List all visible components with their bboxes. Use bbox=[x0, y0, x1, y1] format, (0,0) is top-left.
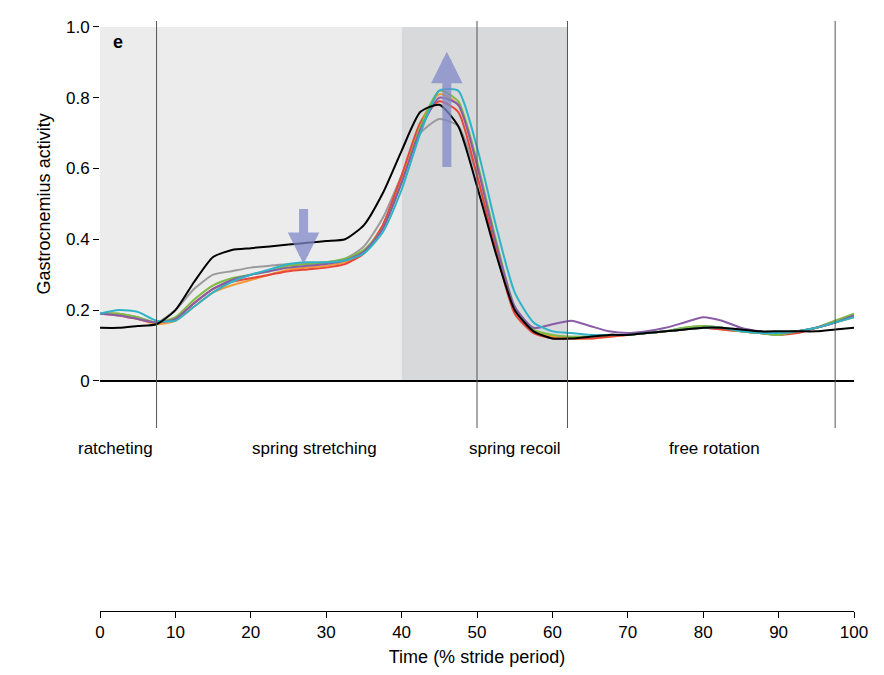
svg-text:0.8: 0.8 bbox=[66, 89, 90, 108]
svg-text:10: 10 bbox=[166, 623, 185, 642]
svg-text:30: 30 bbox=[317, 623, 336, 642]
svg-text:100: 100 bbox=[840, 623, 868, 642]
svg-text:0.2: 0.2 bbox=[66, 301, 90, 320]
svg-text:1.0: 1.0 bbox=[66, 18, 90, 37]
svg-text:0: 0 bbox=[80, 372, 89, 391]
svg-text:90: 90 bbox=[769, 623, 788, 642]
svg-text:0.4: 0.4 bbox=[66, 230, 90, 249]
svg-text:60: 60 bbox=[543, 623, 562, 642]
svg-text:20: 20 bbox=[241, 623, 260, 642]
svg-text:e: e bbox=[113, 32, 123, 52]
svg-text:Gastrocnemius activity: Gastrocnemius activity bbox=[34, 113, 54, 294]
svg-text:40: 40 bbox=[392, 623, 411, 642]
svg-text:80: 80 bbox=[694, 623, 713, 642]
svg-text:50: 50 bbox=[468, 623, 487, 642]
svg-text:free rotation: free rotation bbox=[669, 439, 760, 458]
svg-text:ratcheting: ratcheting bbox=[78, 439, 153, 458]
svg-text:70: 70 bbox=[618, 623, 637, 642]
svg-text:spring recoil: spring recoil bbox=[469, 439, 561, 458]
svg-text:Time (% stride period): Time (% stride period) bbox=[389, 647, 565, 667]
svg-text:0.6: 0.6 bbox=[66, 159, 90, 178]
svg-text:spring stretching: spring stretching bbox=[252, 439, 377, 458]
svg-text:0: 0 bbox=[95, 623, 104, 642]
